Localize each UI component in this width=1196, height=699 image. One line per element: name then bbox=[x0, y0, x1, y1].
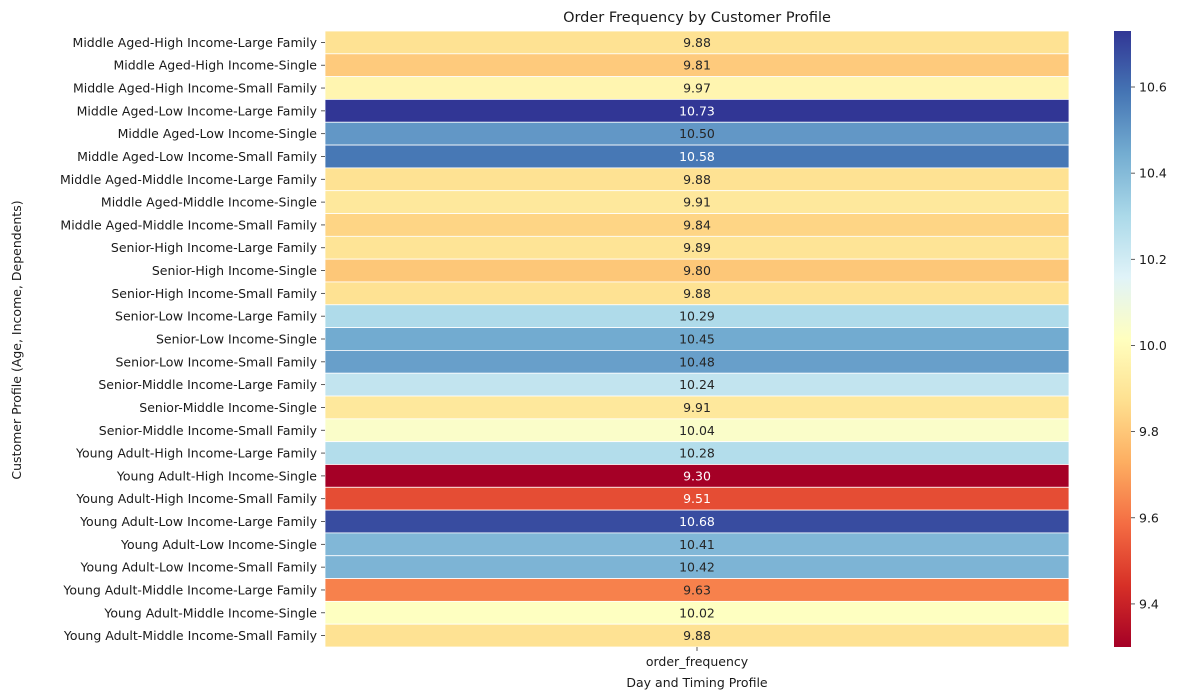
row-tick-label: Middle Aged-Middle Income-Single bbox=[101, 195, 317, 210]
row-tick-label: Middle Aged-Low Income-Large Family bbox=[77, 103, 318, 118]
cell-value-label: 10.68 bbox=[679, 514, 715, 529]
row-tick-label: Young Adult-High Income-Small Family bbox=[75, 491, 317, 506]
cell-value-label: 9.80 bbox=[683, 263, 711, 278]
cell-value-label: 10.04 bbox=[679, 423, 715, 438]
cell-value-label: 10.29 bbox=[679, 309, 715, 324]
cell-value-label: 9.51 bbox=[683, 491, 711, 506]
cell-value-label: 9.88 bbox=[683, 35, 711, 50]
cell-value-label: 10.28 bbox=[679, 446, 715, 461]
cell-value-label: 9.88 bbox=[683, 628, 711, 643]
row-tick-label: Young Adult-Middle Income-Small Family bbox=[63, 628, 318, 643]
row-tick-label: Senior-Low Income-Single bbox=[156, 332, 317, 347]
row-tick-label: Middle Aged-Low Income-Single bbox=[118, 126, 318, 141]
colorbar-tick-label: 9.4 bbox=[1139, 596, 1159, 611]
cell-value-label: 10.73 bbox=[679, 103, 715, 118]
cell-value-label: 9.63 bbox=[683, 582, 711, 597]
cell-value-label: 9.91 bbox=[683, 400, 711, 415]
colorbar-ticks: 9.4 9.6 9.8 10.0 10.2 10.4 10.6 bbox=[1131, 80, 1167, 611]
row-tick-label: Young Adult-Middle Income-Large Family bbox=[62, 582, 317, 597]
cell-value-label: 9.97 bbox=[683, 81, 711, 96]
cell-value-label: 10.02 bbox=[679, 605, 715, 620]
heatmap-cells: 9.88 9.81 9.97 10.73 10.50 10.58 9.88 9.91 9.84 9… bbox=[324, 30, 1070, 648]
row-tick-label: Senior-Low Income-Large Family bbox=[115, 309, 318, 324]
row-tick-label: Senior-Middle Income-Large Family bbox=[98, 377, 317, 392]
row-tick-label: Middle Aged-High Income-Small Family bbox=[73, 81, 318, 96]
row-tick-label: Senior-High Income-Single bbox=[152, 263, 317, 278]
cell-value-label: 9.30 bbox=[683, 468, 711, 483]
row-labels: Middle Aged-High Income-Large Family Midd… bbox=[60, 35, 325, 643]
row-tick-label: Middle Aged-High Income-Single bbox=[113, 58, 317, 73]
cell-value-label: 10.24 bbox=[679, 377, 715, 392]
row-tick-label: Young Adult-High Income-Single bbox=[116, 468, 317, 483]
row-tick-label: Young Adult-Low Income-Small Family bbox=[80, 560, 318, 575]
cell-value-label: 10.42 bbox=[679, 560, 715, 575]
row-tick-label: Middle Aged-Middle Income-Large Family bbox=[60, 172, 318, 187]
cell-value-label: 10.48 bbox=[679, 354, 715, 369]
column-tick-label: order_frequency bbox=[646, 654, 749, 669]
row-tick-label: Senior-High Income-Small Family bbox=[111, 286, 317, 301]
colorbar-tick-label: 10.4 bbox=[1139, 166, 1167, 181]
row-tick-label: Middle Aged-Middle Income-Small Family bbox=[60, 217, 317, 232]
cell-value-label: 10.58 bbox=[679, 149, 715, 164]
row-tick-label: Young Adult-Low Income-Single bbox=[120, 537, 317, 552]
cell-value-label: 10.41 bbox=[679, 537, 715, 552]
row-tick-label: Middle Aged-High Income-Large Family bbox=[73, 35, 318, 50]
cell-value-label: 9.88 bbox=[683, 172, 711, 187]
cell-value-label: 9.81 bbox=[683, 58, 711, 73]
colorbar bbox=[1114, 31, 1131, 647]
row-tick-label: Young Adult-High Income-Large Family bbox=[75, 446, 318, 461]
cell-value-label: 9.84 bbox=[683, 217, 711, 232]
cell-value-label: 9.89 bbox=[683, 240, 711, 255]
x-axis-label: Day and Timing Profile bbox=[626, 675, 768, 690]
chart-title: Order Frequency by Customer Profile bbox=[563, 10, 831, 26]
cell-value-label: 9.91 bbox=[683, 195, 711, 210]
colorbar-tick-label: 10.0 bbox=[1139, 338, 1167, 353]
cell-value-label: 9.88 bbox=[683, 286, 711, 301]
y-axis-label: Customer Profile (Age, Income, Dependent… bbox=[9, 200, 24, 479]
column-labels: order_frequency bbox=[646, 647, 749, 669]
cell-value-label: 10.50 bbox=[679, 126, 715, 141]
row-tick-label: Senior-Middle Income-Single bbox=[139, 400, 317, 415]
row-tick-label: Senior-Middle Income-Small Family bbox=[99, 423, 318, 438]
colorbar-tick-label: 9.8 bbox=[1139, 424, 1159, 439]
row-tick-label: Young Adult-Low Income-Large Family bbox=[79, 514, 318, 529]
row-tick-label: Senior-High Income-Large Family bbox=[111, 240, 318, 255]
colorbar-tick-label: 10.2 bbox=[1139, 252, 1167, 267]
row-tick-label: Senior-Low Income-Small Family bbox=[115, 354, 317, 369]
cell-value-label: 10.45 bbox=[679, 332, 715, 347]
row-tick-label: Middle Aged-Low Income-Small Family bbox=[77, 149, 317, 164]
colorbar-tick-label: 10.6 bbox=[1139, 80, 1167, 95]
row-tick-label: Young Adult-Middle Income-Single bbox=[103, 605, 317, 620]
colorbar-tick-label: 9.6 bbox=[1139, 510, 1159, 525]
